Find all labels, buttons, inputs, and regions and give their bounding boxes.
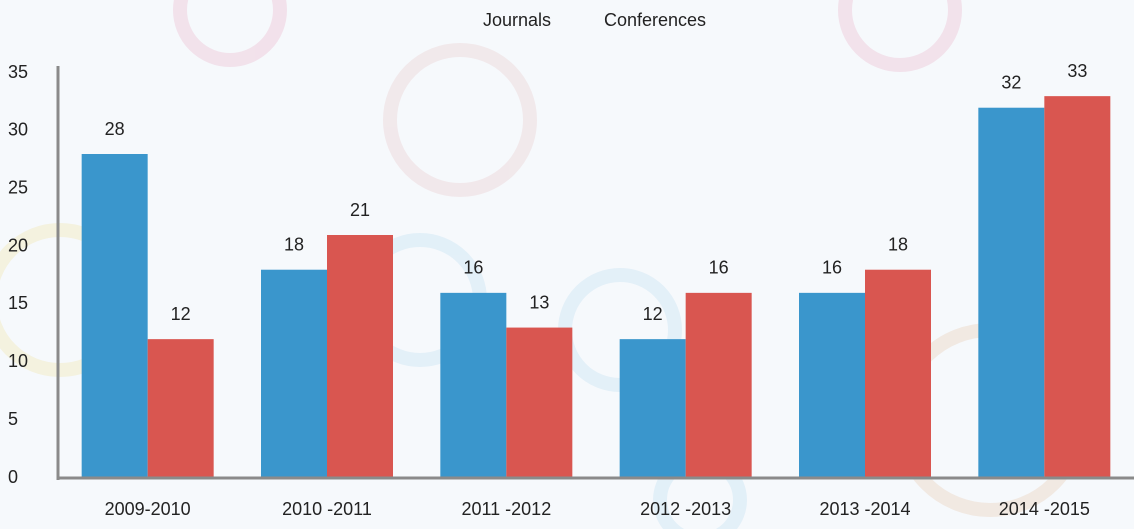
bar [440, 292, 507, 478]
x-tick-label: 2010 -2011 [282, 499, 372, 519]
bar [1044, 96, 1111, 479]
bar [865, 269, 931, 478]
y-tick-label: 15 [8, 293, 28, 313]
y-tick-label: 35 [8, 62, 28, 82]
x-tick-label: 2012 -2013 [640, 499, 731, 519]
bar [978, 107, 1045, 478]
x-tick-label: 2011 -2012 [461, 499, 551, 519]
data-label: 21 [350, 200, 370, 220]
bar [799, 292, 865, 478]
data-label: 16 [822, 258, 842, 278]
bar [147, 339, 214, 478]
data-label: 18 [284, 234, 304, 254]
x-tick-label: 2013 -2014 [819, 499, 910, 519]
y-tick-label: 0 [8, 467, 18, 487]
data-label: 28 [105, 119, 125, 139]
y-tick-label: 30 [8, 120, 28, 140]
bar [506, 327, 573, 478]
y-tick-label: 5 [8, 409, 18, 429]
data-label: 33 [1067, 61, 1087, 81]
x-tick-label: 2009-2010 [105, 499, 191, 519]
legend-label: Journals [483, 10, 551, 30]
legend-label: Conferences [604, 10, 706, 30]
bar [619, 339, 686, 478]
y-tick-label: 20 [8, 235, 28, 255]
data-label: 16 [709, 258, 729, 278]
data-label: 18 [888, 234, 908, 254]
y-tick-label: 10 [8, 351, 28, 371]
data-label: 12 [171, 304, 191, 324]
bar [685, 292, 752, 478]
bar [81, 154, 148, 478]
bar [261, 269, 327, 478]
y-tick-label: 25 [8, 177, 28, 197]
data-label: 12 [643, 304, 663, 324]
data-label: 32 [1001, 72, 1021, 92]
x-tick-label: 2014 -2015 [999, 499, 1090, 519]
bar [327, 235, 393, 478]
data-label: 13 [529, 292, 549, 312]
data-label: 16 [463, 258, 483, 278]
